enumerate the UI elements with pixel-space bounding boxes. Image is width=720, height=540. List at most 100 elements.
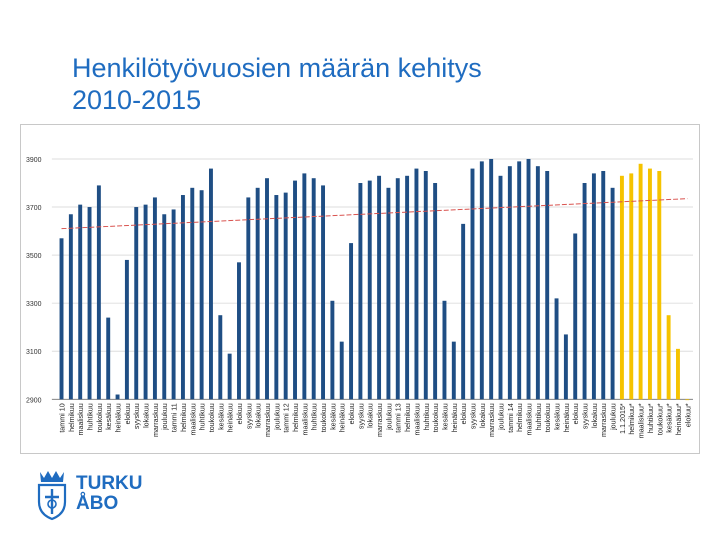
turku-abo-logo: TURKU ÅBO <box>34 468 174 522</box>
x-tick-label: marraskuu <box>376 403 384 437</box>
x-tick-label: lokakuu <box>255 403 263 428</box>
bar <box>246 197 251 400</box>
x-tick-label: helmikuu* <box>628 403 636 435</box>
x-tick-label: syyskuu <box>469 403 477 429</box>
bar <box>563 334 568 400</box>
bar <box>106 317 111 400</box>
bar <box>199 190 204 400</box>
bar <box>367 180 372 400</box>
title-line-2: 2010-2015 <box>72 85 202 115</box>
logo-text-turku: TURKU <box>76 473 143 494</box>
bar <box>330 300 335 400</box>
x-tick-label: maaliskuu <box>189 403 197 435</box>
x-tick-label: elokuu <box>236 403 244 424</box>
x-tick-label: kesäkuu <box>441 403 449 430</box>
bar <box>610 187 615 400</box>
x-tick-label: elokuu <box>124 403 132 424</box>
x-tick-label: maaliskuu <box>301 403 309 435</box>
x-tick-label: huhtikuu* <box>647 403 655 433</box>
bar <box>582 183 587 400</box>
bar <box>134 207 139 400</box>
x-tick-label: toukokuu <box>432 403 440 432</box>
city-crest-icon <box>37 471 67 521</box>
bar <box>302 173 307 400</box>
bar <box>218 315 223 400</box>
bar <box>349 243 354 400</box>
bar <box>591 173 596 400</box>
x-tick-label: marraskuu <box>600 403 608 437</box>
bar <box>554 298 559 400</box>
bar <box>479 161 484 400</box>
bar <box>377 175 382 400</box>
x-tick-label: joulukuu <box>610 403 618 431</box>
bar <box>619 175 624 400</box>
bar <box>573 233 578 400</box>
x-tick-label: huhtikuu <box>311 403 319 430</box>
x-tick-label: huhtikuu <box>535 403 543 430</box>
x-tick-label: joulukuu <box>161 403 169 431</box>
bar <box>59 238 64 400</box>
x-tick-label: maaliskuu <box>77 403 85 435</box>
bar <box>321 185 326 400</box>
x-tick-label: toukokuu <box>208 403 216 432</box>
bar <box>255 187 260 400</box>
x-tick-label: helmikuu <box>292 403 300 432</box>
x-tick-label: huhtikuu <box>87 403 95 430</box>
bar <box>535 166 540 400</box>
x-tick-label: toukokuu <box>544 403 552 432</box>
bar <box>517 161 522 400</box>
x-tick-label: marraskuu <box>488 403 496 437</box>
bar <box>190 187 195 400</box>
x-tick-label: helmikuu <box>180 403 188 432</box>
x-tick-label: syyskuu <box>133 403 141 429</box>
y-tick-label: 3100 <box>26 349 42 356</box>
bar <box>442 300 447 400</box>
x-tick-label: kesäkuu* <box>666 403 674 433</box>
x-tick-label: elokuu <box>348 403 356 424</box>
bar <box>143 204 148 400</box>
x-tick-label: heinäkuu <box>227 403 235 432</box>
x-tick-label: maaliskuu <box>526 403 534 435</box>
bar <box>311 178 316 400</box>
bar <box>237 262 241 400</box>
x-tick-label: kesäkuu <box>105 403 113 430</box>
x-tick-label: huhtikuu <box>423 403 431 430</box>
bar <box>283 192 288 400</box>
bar <box>405 175 410 400</box>
x-tick-label: syyskuu <box>357 403 365 429</box>
x-tick-label: joulukuu <box>497 403 505 431</box>
x-tick-label: elokuu <box>460 403 468 424</box>
x-tick-label: tammi 10 <box>59 403 67 432</box>
bar <box>395 178 400 400</box>
y-tick-label: 3300 <box>26 301 42 308</box>
bar <box>265 178 269 400</box>
bar <box>666 315 671 400</box>
logo-text-abo: ÅBO <box>76 493 119 514</box>
bar <box>358 183 363 400</box>
x-tick-label: lokakuu <box>367 403 375 428</box>
x-tick-label: helmikuu <box>404 403 412 432</box>
x-tick-label: joulukuu <box>385 403 393 431</box>
bar <box>489 158 494 400</box>
bar <box>601 170 606 400</box>
x-tick-label: marraskuu <box>264 403 272 437</box>
x-tick-label: tammi 11 <box>171 403 179 432</box>
x-tick-label: helmikuu <box>68 403 76 432</box>
x-tick-label: heinäkuu <box>563 403 571 432</box>
x-tick-label: syyskuu <box>245 403 253 429</box>
x-tick-label: joulukuu <box>273 403 281 431</box>
title-line-1: Henkilötyövuosien määrän kehitys <box>72 53 482 83</box>
bar <box>470 168 475 400</box>
bar <box>124 259 129 400</box>
bar <box>629 173 634 400</box>
bar <box>638 163 643 400</box>
x-tick-label: marraskuu <box>152 403 160 437</box>
x-tick-label: kesäkuu <box>329 403 337 430</box>
trendline <box>61 198 688 230</box>
page-title: Henkilötyövuosien määrän kehitys 2010-20… <box>72 52 672 116</box>
y-tick-label: 3500 <box>26 253 42 260</box>
bar <box>115 394 120 400</box>
bar <box>526 158 531 400</box>
bar <box>152 197 157 400</box>
